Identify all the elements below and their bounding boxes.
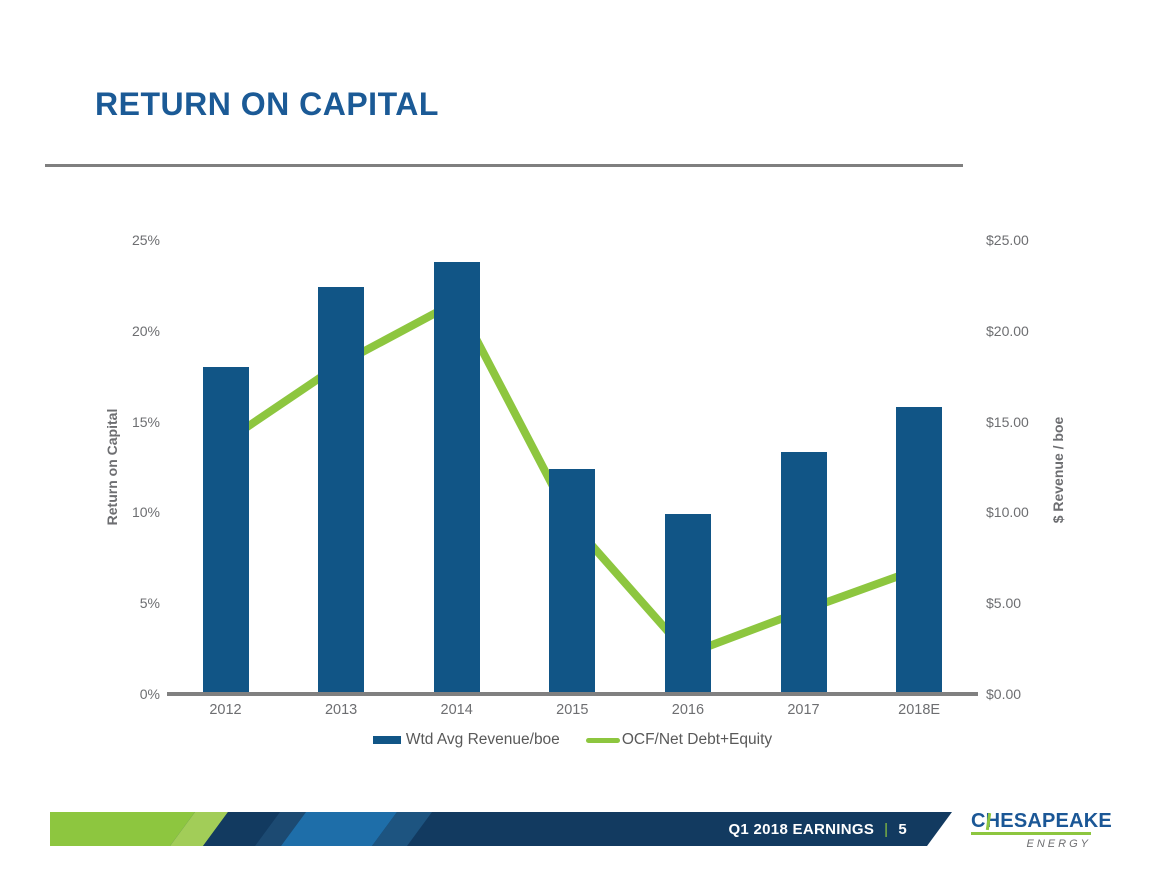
chesapeake-logo: CHESAPEAKE ENERGY: [971, 810, 1112, 850]
bar-2013: [318, 287, 365, 694]
bar-2012: [202, 367, 249, 694]
x-label-2014: 2014: [440, 702, 473, 718]
bar-series-swatch-icon: [372, 736, 401, 744]
right-tick-$0.00: $0.00: [986, 686, 1022, 702]
bar-2014: [433, 261, 480, 694]
x-axis-line: [167, 692, 978, 696]
bar-2018E: [896, 407, 943, 694]
x-label-2017: 2017: [787, 702, 820, 718]
legend-item-line: OCF/Net Debt+Equity: [585, 731, 773, 749]
title-divider: [45, 164, 963, 167]
left-tick-5%: 5%: [139, 595, 160, 612]
right-tick-$10.00: $10.00: [986, 504, 1029, 521]
x-label-2013: 2013: [324, 702, 358, 718]
right-tick-$15.00: $15.00: [986, 413, 1029, 430]
footer-text: Q1 2018 EARNINGS | 5: [728, 812, 907, 846]
left-tick-10%: 10%: [131, 504, 160, 521]
legend-bar-label: Wtd Avg Revenue/boe: [405, 731, 560, 748]
x-label-2016: 2016: [671, 702, 705, 718]
slide-title: RETURN ON CAPITAL: [95, 86, 439, 122]
left-tick-15%: 15%: [131, 413, 160, 430]
footer-banner: Q1 2018 EARNINGS | 5: [50, 812, 952, 846]
x-label-2015: 2015: [556, 702, 589, 718]
chart-legend: Wtd Avg Revenue/boe OCF/Net Debt+Equity: [167, 731, 978, 749]
logo-underline: [971, 832, 1091, 835]
left-tick-25%: 25%: [131, 232, 160, 248]
logo-subtitle: ENERGY: [1026, 838, 1091, 850]
right-tick-$20.00: $20.00: [986, 322, 1029, 339]
plot-area: [167, 240, 978, 694]
right-tick-$25.00: $25.00: [986, 232, 1029, 248]
banner-green-block: [50, 812, 195, 846]
bar-2017: [780, 452, 827, 694]
bar-2015: [549, 468, 596, 694]
legend-line-label: OCF/Net Debt+Equity: [621, 731, 773, 748]
footer-label: Q1 2018 EARNINGS: [728, 820, 875, 838]
right-tick-$5.00: $5.00: [986, 595, 1022, 612]
left-tick-20%: 20%: [131, 322, 160, 339]
footer-divider: |: [884, 820, 889, 838]
left-tick-0%: 0%: [139, 686, 160, 702]
line-series-swatch-icon: [585, 737, 620, 743]
x-label-2012: 2012: [209, 702, 242, 718]
logo-wordmark: CHESAPEAKE: [971, 810, 1112, 832]
x-label-2018E: 2018E: [898, 702, 941, 718]
legend-item-bars: Wtd Avg Revenue/boe: [372, 731, 560, 749]
page-number: 5: [898, 820, 907, 838]
bar-2016: [664, 514, 711, 694]
